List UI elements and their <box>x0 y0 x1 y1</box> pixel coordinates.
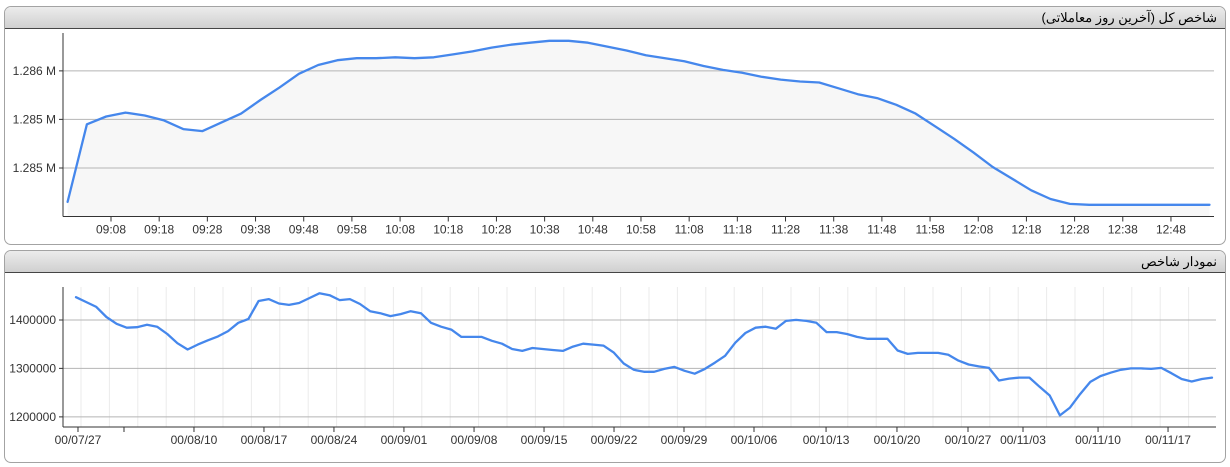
intraday-chart-body: 1.286 M 1.285 M 1.285 M 09:08 09:18 09:28 09:3… <box>5 29 1225 245</box>
svg-text:00/11/10: 00/11/10 <box>1075 433 1121 447</box>
svg-text:10:38: 10:38 <box>530 223 560 237</box>
history-panel-title: نمودار شاخص <box>1141 254 1217 269</box>
svg-text:00/09/01: 00/09/01 <box>381 433 428 447</box>
svg-text:11:28: 11:28 <box>771 223 800 237</box>
svg-text:09:18: 09:18 <box>144 223 174 237</box>
svg-text:00/08/10: 00/08/10 <box>171 433 218 447</box>
svg-text:12:48: 12:48 <box>1156 223 1186 237</box>
svg-text:09:38: 09:38 <box>241 223 271 237</box>
intraday-panel-title: شاخص کل (آخرین روز معاملاتی) <box>1041 10 1218 25</box>
svg-text:00/07/27: 00/07/27 <box>55 433 102 447</box>
svg-text:00/09/22: 00/09/22 <box>591 433 638 447</box>
svg-text:09:08: 09:08 <box>96 223 126 237</box>
svg-text:1200000: 1200000 <box>9 410 56 424</box>
svg-text:09:58: 09:58 <box>337 223 367 237</box>
intraday-panel-header: شاخص کل (آخرین روز معاملاتی) <box>5 7 1225 29</box>
svg-text:00/11/03: 00/11/03 <box>1000 433 1046 447</box>
svg-text:00/10/06: 00/10/06 <box>731 433 778 447</box>
svg-text:12:38: 12:38 <box>1108 223 1138 237</box>
svg-text:12:18: 12:18 <box>1011 223 1041 237</box>
svg-text:1.286 M: 1.286 M <box>13 64 56 78</box>
svg-text:1.285 M: 1.285 M <box>13 161 56 175</box>
svg-text:00/09/15: 00/09/15 <box>521 433 568 447</box>
history-panel-header: نمودار شاخص <box>5 251 1225 273</box>
history-chart-body: 1400000 1300000 1200000 00/07/27 00/08/10 00/… <box>5 273 1225 463</box>
svg-text:10:28: 10:28 <box>481 223 511 237</box>
svg-text:09:28: 09:28 <box>192 223 222 237</box>
svg-text:1.285 M: 1.285 M <box>13 112 56 126</box>
svg-text:11:18: 11:18 <box>723 223 752 237</box>
svg-text:11:58: 11:58 <box>915 223 944 237</box>
svg-text:00/11/17: 00/11/17 <box>1145 433 1191 447</box>
index-history-line-chart[interactable]: 1400000 1300000 1200000 00/07/27 00/08/10 00/… <box>5 273 1225 463</box>
svg-text:00/10/13: 00/10/13 <box>803 433 850 447</box>
svg-text:00/08/24: 00/08/24 <box>311 433 358 447</box>
svg-text:00/09/08: 00/09/08 <box>451 433 498 447</box>
svg-text:00/08/17: 00/08/17 <box>241 433 288 447</box>
svg-text:1300000: 1300000 <box>9 361 56 375</box>
svg-text:10:58: 10:58 <box>626 223 656 237</box>
svg-text:00/10/27: 00/10/27 <box>945 433 992 447</box>
svg-text:10:08: 10:08 <box>385 223 415 237</box>
svg-text:11:08: 11:08 <box>675 223 704 237</box>
svg-text:12:08: 12:08 <box>963 223 993 237</box>
intraday-index-area-chart[interactable]: 1.286 M 1.285 M 1.285 M 09:08 09:18 09:28 09:3… <box>5 29 1225 245</box>
svg-text:10:18: 10:18 <box>433 223 463 237</box>
svg-text:00/10/20: 00/10/20 <box>874 433 921 447</box>
svg-text:1400000: 1400000 <box>9 313 56 327</box>
svg-text:09:48: 09:48 <box>289 223 319 237</box>
svg-text:11:48: 11:48 <box>867 223 896 237</box>
svg-text:12:28: 12:28 <box>1060 223 1090 237</box>
index-history-panel: نمودار شاخص 1400000 1300000 1200000 00/07/2… <box>4 250 1226 463</box>
svg-text:11:38: 11:38 <box>819 223 848 237</box>
intraday-index-panel: شاخص کل (آخرین روز معاملاتی) 1.286 M 1.28… <box>4 6 1226 245</box>
svg-text:10:48: 10:48 <box>578 223 608 237</box>
svg-text:00/09/29: 00/09/29 <box>661 433 708 447</box>
